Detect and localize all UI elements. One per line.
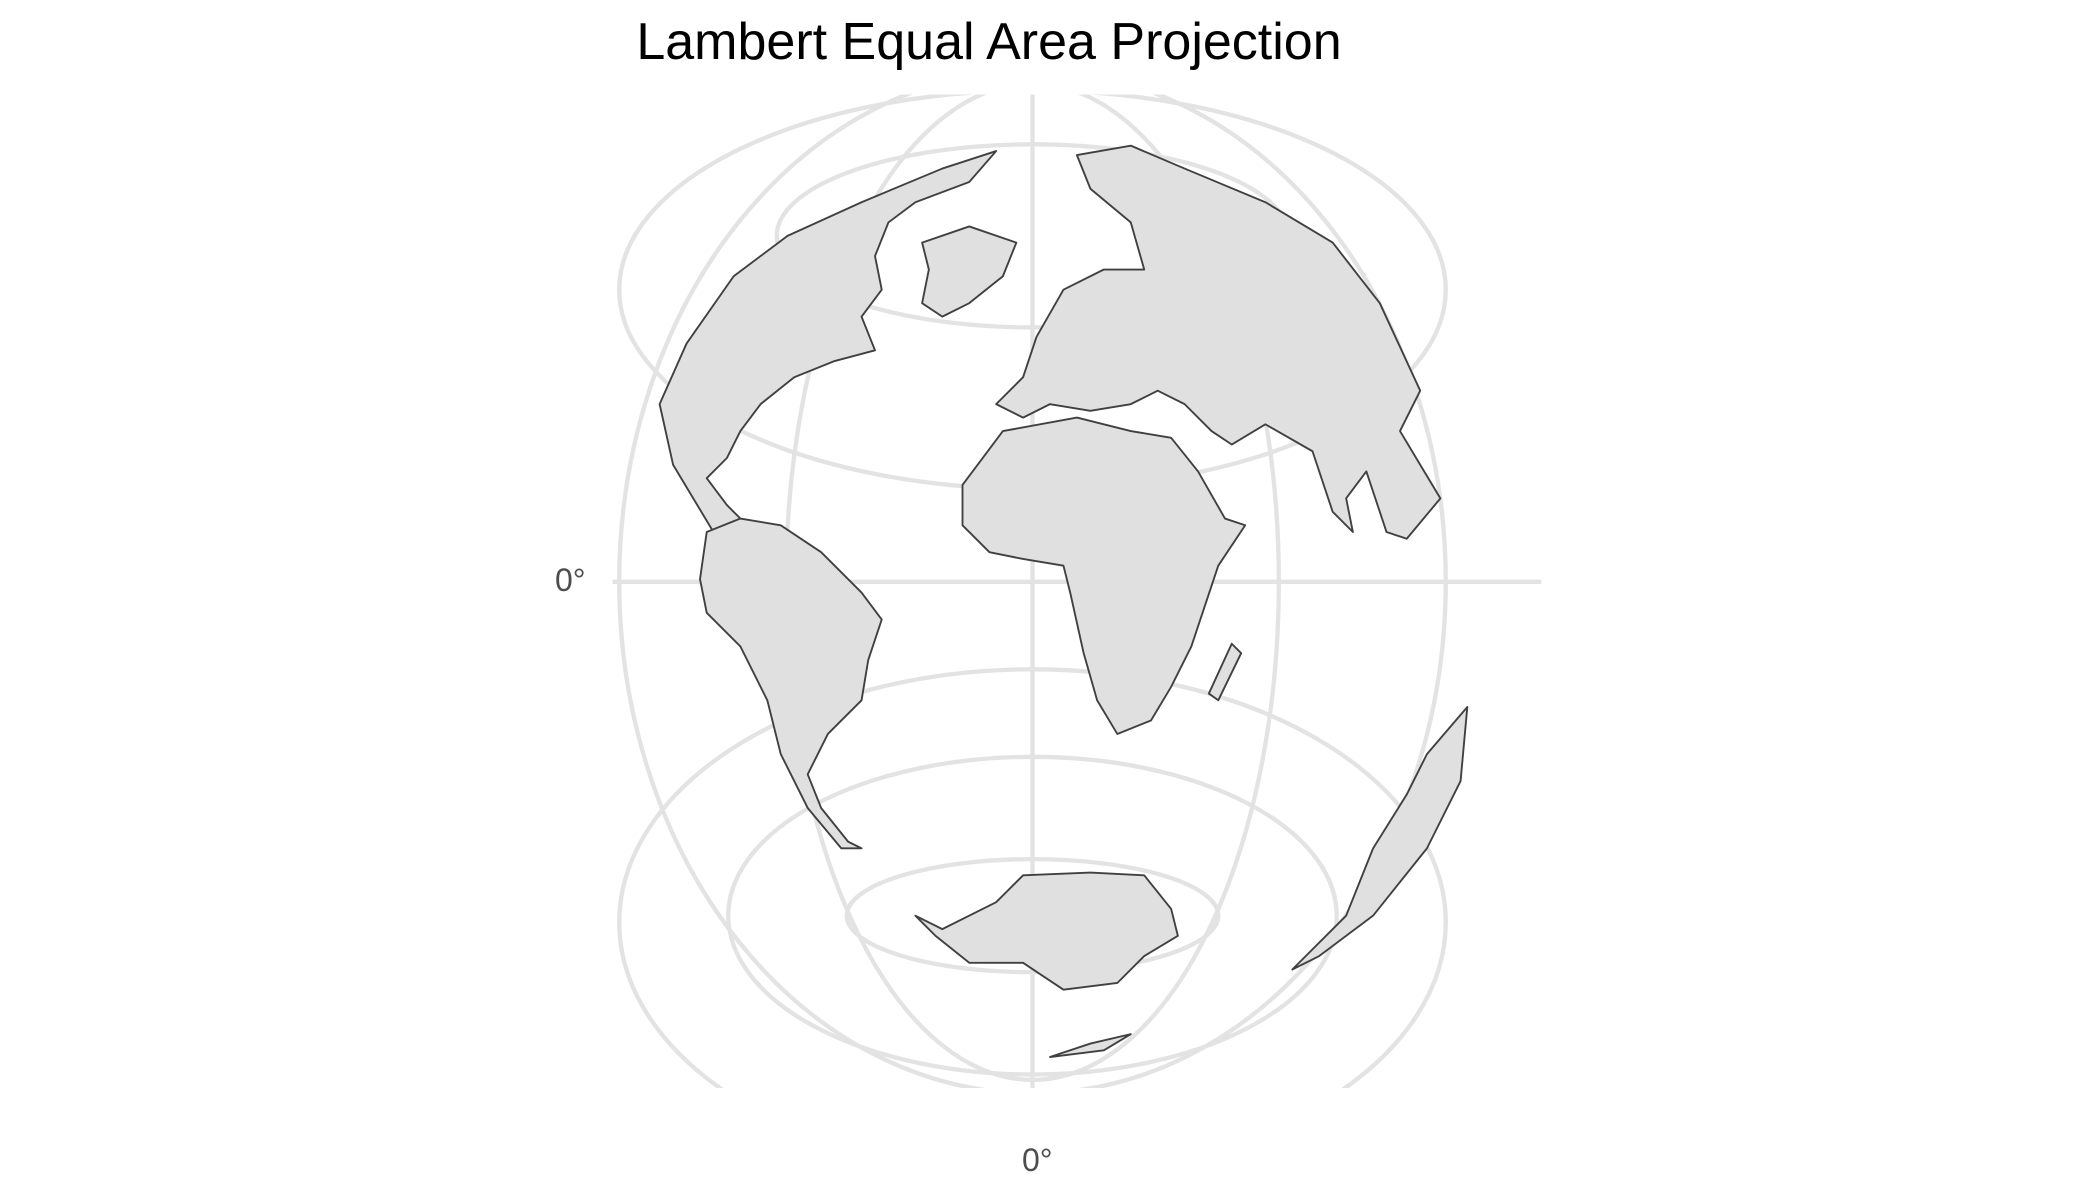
antarctica (914, 871, 1179, 991)
greenland (921, 225, 1018, 318)
chart-title: Lambert Equal Area Projection (636, 13, 1342, 71)
parallel-line (617, 667, 1448, 1088)
north-america (658, 150, 998, 533)
parallel-line (844, 856, 1221, 975)
new-zealand (1049, 1033, 1132, 1058)
meridian-line (617, 94, 1448, 1088)
x-axis-tick-label: 0° (1022, 1142, 1053, 1178)
madagascar (1207, 642, 1243, 702)
parallel-line (726, 754, 1339, 1077)
y-axis-tick-label: 0° (555, 562, 586, 598)
australia (1291, 706, 1469, 971)
land (658, 144, 1469, 1058)
eurasia (995, 144, 1442, 540)
africa (961, 416, 1247, 735)
south-america (699, 517, 883, 850)
